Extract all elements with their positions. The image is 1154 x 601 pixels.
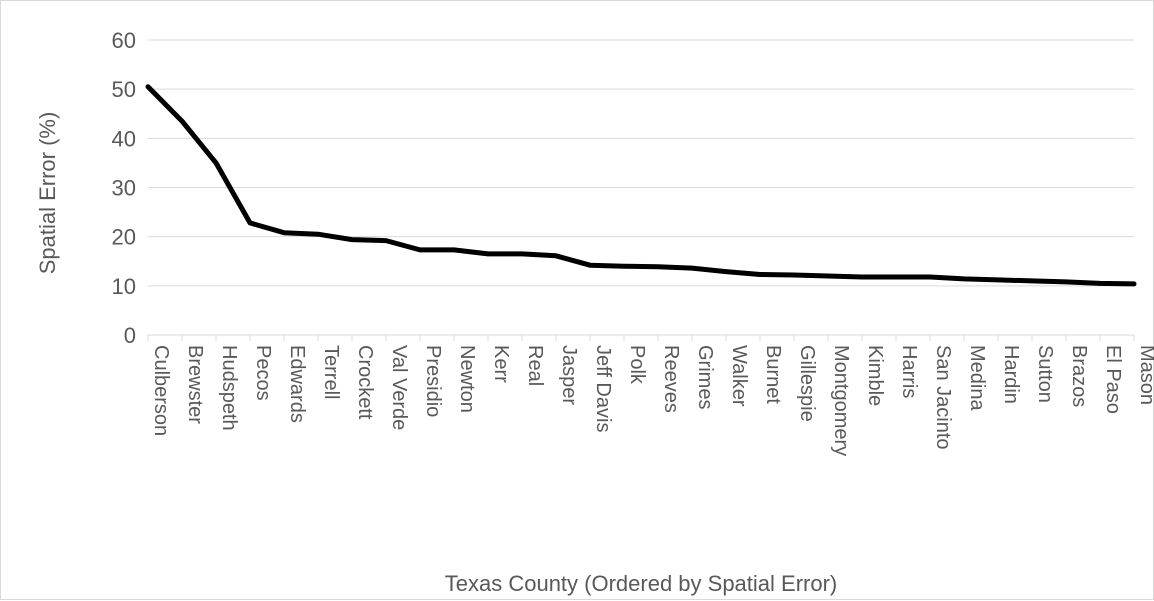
x-tick-label: Jeff Davis [592,345,614,432]
x-tick-label: Kimble [864,345,886,406]
x-axis-title: Texas County (Ordered by Spatial Error) [445,571,838,596]
data-point [250,222,251,223]
axes [147,334,1135,341]
x-tick-label: El Paso [1102,345,1124,414]
x-tick-label: Edwards [286,345,308,423]
data-point [930,276,931,277]
y-tick-label: 50 [112,77,136,102]
data-point [182,121,183,122]
data-point [556,255,557,256]
x-tick-label: Val Verde [388,345,410,430]
data-point [454,249,455,250]
x-tick-label: Jasper [558,345,580,405]
data-point [590,265,591,266]
data-point [998,279,999,280]
x-tick-label: Burnet [762,345,784,404]
data-point [760,274,761,275]
data-point [862,276,863,277]
data-point [148,86,149,87]
x-tick-label: Newton [456,345,478,413]
data-point [522,253,523,254]
y-tick-label: 40 [112,126,136,151]
y-axis-title: Spatial Error (%) [35,112,60,275]
x-tick-label: Walker [728,345,750,407]
x-tick-label: Medina [966,345,988,411]
data-point [352,239,353,240]
x-tick-label: Terrell [320,345,342,399]
y-tick-label: 60 [112,28,136,53]
data-point [386,240,387,241]
y-tick-label: 0 [124,323,136,348]
x-tick-label: Brazos [1068,345,1090,407]
x-tick-label: Crockett [354,345,376,420]
data-point [964,278,965,279]
data-point [420,249,421,250]
x-tick-labels: Culberson Brewster Hudspeth Pecos Edwards Ter… [150,345,1154,456]
x-tick-label: Gillespie [796,345,818,422]
x-tick-label: Brewster [184,345,206,424]
data-point [624,266,625,267]
x-tick-label: Hudspeth [218,345,240,431]
y-tick-labels: 0 10 20 30 40 50 60 [112,28,136,348]
gridlines [148,39,1134,287]
x-tick-label: Mason [1136,345,1154,405]
data-point [284,232,285,233]
x-tick-label: Grimes [694,345,716,409]
y-tick-label: 10 [112,274,136,299]
x-tick-label: Real [524,345,546,386]
x-tick-label: Hardin [1000,345,1022,404]
data-point [794,275,795,276]
data-point [1032,280,1033,281]
y-tick-label: 30 [112,176,136,201]
data-point [896,276,897,277]
data-point [488,253,489,254]
data-point [658,266,659,267]
data-point [726,271,727,272]
data-point [1134,283,1135,284]
data-point [1100,283,1101,284]
x-tick-label: Kerr [490,345,512,383]
x-tick-label: Sutton [1034,345,1056,403]
data-point [1066,281,1067,282]
x-tick-label: San Jacinto [932,345,954,450]
x-tick-label: Harris [898,345,920,398]
data-point [828,276,829,277]
data-point [692,268,693,269]
data-point [216,162,217,163]
x-tick-label: Culberson [150,345,172,436]
x-tick-label: Presidio [422,345,444,417]
x-tick-label: Polk [626,345,648,385]
series-line [145,84,1137,287]
x-tick-label: Reeves [660,345,682,413]
y-tick-label: 20 [112,225,136,250]
x-tick-label: Pecos [252,345,274,401]
x-tick-label: Montgomery [830,345,852,456]
series [145,84,1137,287]
data-point [318,234,319,235]
